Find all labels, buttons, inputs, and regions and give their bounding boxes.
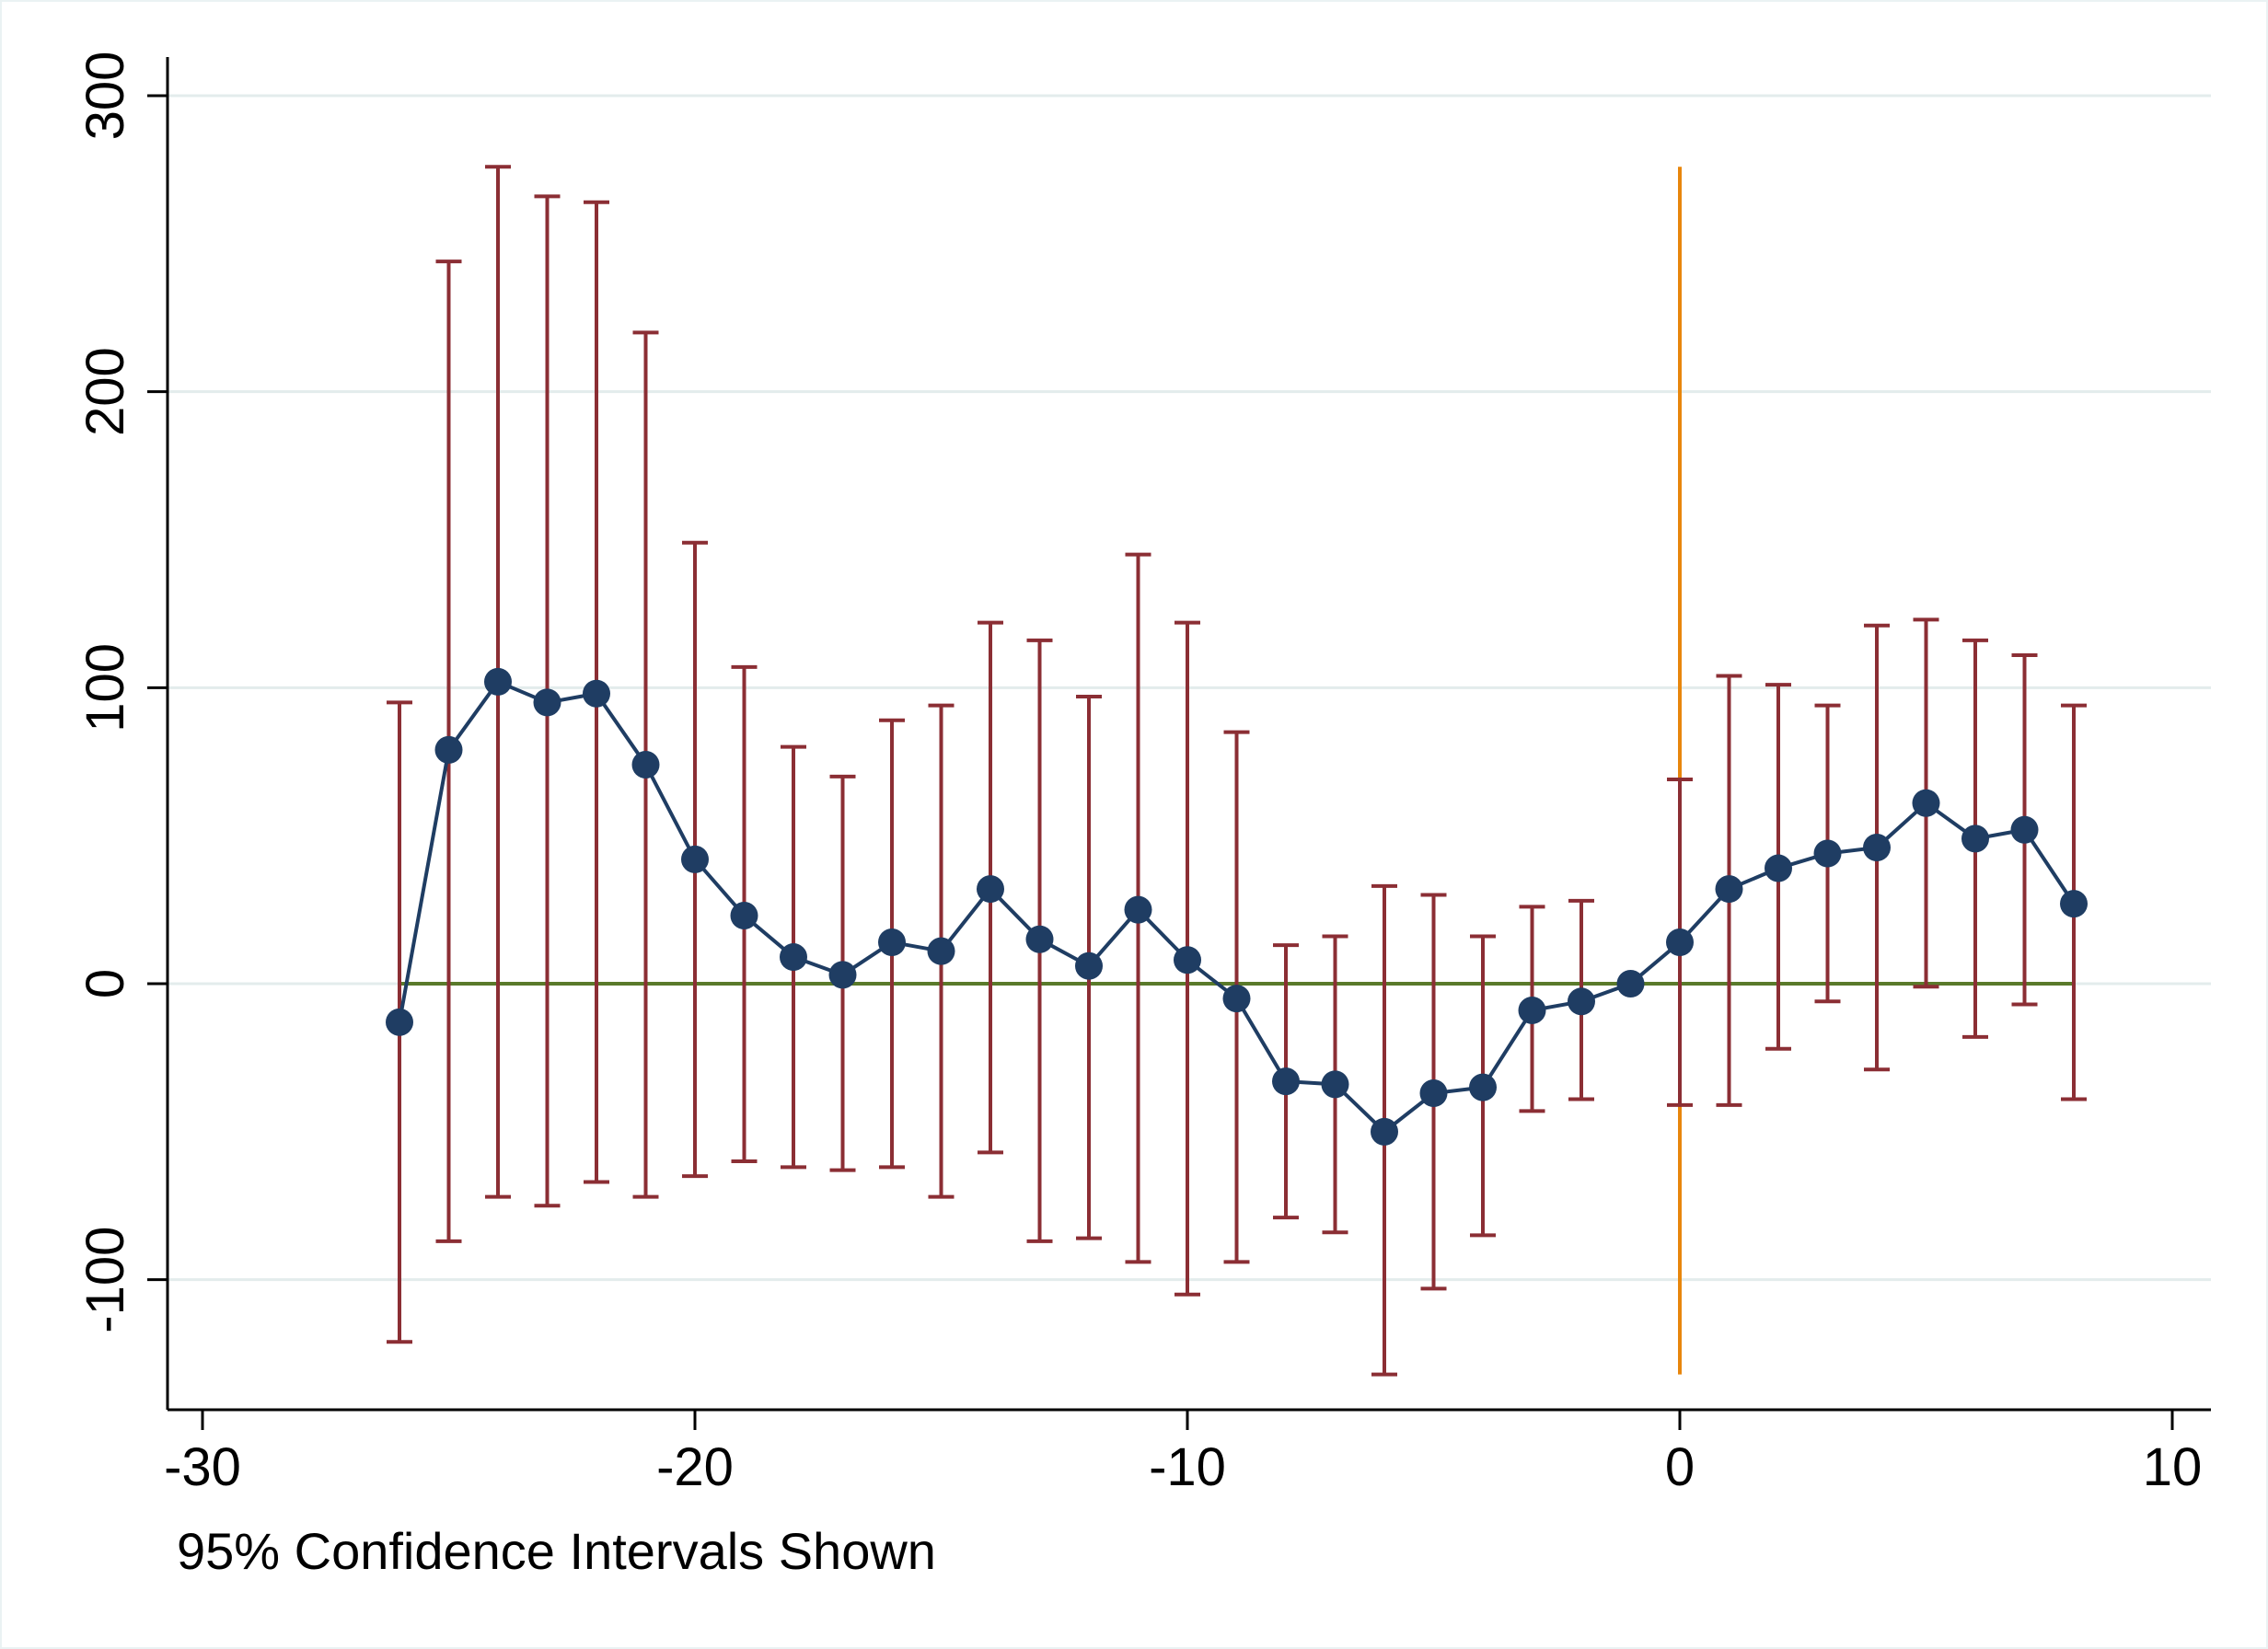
estimate-point: [1272, 1067, 1300, 1096]
y-tick-label: 300: [75, 52, 135, 141]
estimate-point: [1518, 996, 1546, 1024]
estimate-point: [780, 943, 807, 972]
estimate-point: [1715, 875, 1743, 904]
estimate-point: [1666, 928, 1694, 956]
y-tick-label: 0: [75, 969, 135, 998]
estimate-point: [1469, 1073, 1497, 1101]
estimate-point: [631, 750, 660, 778]
estimate-point: [386, 1008, 413, 1036]
y-tick-label: 100: [75, 643, 135, 732]
estimate-point: [730, 902, 758, 930]
estimate-point: [1912, 789, 1940, 817]
y-tick-label: -100: [75, 1227, 135, 1333]
estimate-point: [1321, 1070, 1349, 1099]
estimate-point: [1174, 946, 1201, 974]
estimate-point: [1616, 970, 1645, 997]
estimate-point: [828, 961, 857, 989]
axes: [147, 57, 2211, 1430]
estimate-point: [2010, 815, 2039, 844]
estimate-point: [878, 928, 906, 956]
estimate-point: [977, 875, 1004, 904]
x-tick-label: -30: [164, 1437, 241, 1497]
estimate-point: [2060, 890, 2088, 918]
x-tick-label: -10: [1149, 1437, 1226, 1497]
estimate-point: [1419, 1079, 1448, 1108]
estimate-series: [386, 667, 2088, 1146]
x-tick-label: 10: [2143, 1437, 2203, 1497]
confidence-intervals: [387, 165, 2087, 1377]
y-tick-label: 200: [75, 347, 135, 436]
estimate-point: [1222, 985, 1251, 1013]
estimate-point: [1371, 1117, 1398, 1146]
x-tick-label: -20: [656, 1437, 734, 1497]
estimate-point: [1025, 925, 1054, 953]
estimate-point: [434, 735, 463, 764]
estimate-point: [681, 845, 709, 873]
estimate-point: [927, 937, 955, 965]
estimate-point: [583, 679, 610, 708]
estimate-point: [1124, 895, 1152, 924]
estimate-point: [1863, 834, 1891, 862]
x-tick-label: 0: [1665, 1437, 1695, 1497]
estimate-point: [1961, 824, 1989, 853]
estimate-point: [1813, 839, 1842, 868]
estimate-point: [533, 688, 561, 717]
chart-note: 95% Confidence Intervals Shown: [177, 1522, 936, 1580]
estimate-point: [1765, 854, 1792, 882]
estimate-point: [1568, 987, 1595, 1016]
estimate-point: [1075, 951, 1103, 980]
estimate-point: [484, 667, 512, 696]
